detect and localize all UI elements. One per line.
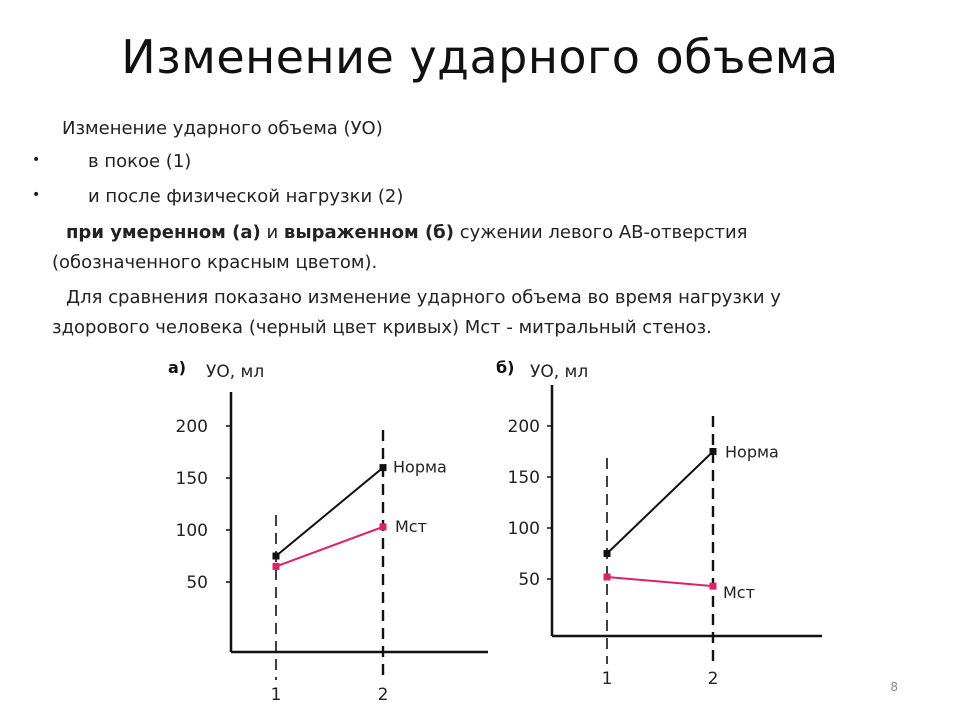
severe-label: выраженном (б) <box>283 222 454 243</box>
norm-series-label: Норма <box>393 458 447 477</box>
mst-data-point <box>603 573 611 581</box>
norm-data-point <box>709 448 717 455</box>
page-number: 8 <box>890 680 898 694</box>
description-paragraph-1-cont: (обозначенного красным цветом). <box>52 252 378 273</box>
x-tick-label: 2 <box>708 669 719 689</box>
connector-text: и <box>260 222 284 243</box>
y-tick-label: 50 <box>186 573 208 593</box>
y-tick-label: 50 <box>518 570 540 590</box>
mst-series-label: Мст <box>395 517 427 536</box>
y-tick-label: 200 <box>176 417 208 437</box>
moderate-label: при умеренном (а) <box>66 222 261 243</box>
description-paragraph-1: при умеренном (а) и выраженном (б) сужен… <box>66 222 748 244</box>
norm-series-line <box>606 450 714 555</box>
y-axis-title: УО, мл <box>206 362 264 382</box>
mst-series-line <box>606 575 714 588</box>
x-tick-label: 1 <box>602 669 613 689</box>
stenosis-text: сужении левого АВ-отверстия <box>453 222 748 243</box>
y-tick-label: 100 <box>176 521 208 541</box>
mst-series-label: Мст <box>723 583 755 602</box>
x-tick-label: 2 <box>378 685 389 705</box>
bullet-marker: • <box>32 152 41 168</box>
y-tick-label: 100 <box>508 519 540 539</box>
description-paragraph-2: Для сравнения показано изменение ударног… <box>66 287 781 308</box>
norm-data-point <box>272 552 280 560</box>
norm-data-point <box>603 550 611 557</box>
y-tick-label: 200 <box>508 417 540 437</box>
bullet-marker: • <box>32 187 41 203</box>
slide-title: Изменение ударного объема <box>121 30 839 84</box>
y-tick-label: 150 <box>176 469 208 489</box>
y-axis-title: УО, мл <box>530 362 588 382</box>
norm-series-label: Норма <box>725 443 779 462</box>
mst-series-line <box>275 525 384 568</box>
mst-data-point <box>272 562 280 570</box>
description-paragraph-2-cont: здорового человека (черный цвет кривых) … <box>52 317 712 338</box>
mst-data-point <box>379 523 387 531</box>
mst-data-point <box>709 582 717 590</box>
panel-label: а) <box>168 358 186 377</box>
intro-text: Изменение ударного объема (УО) <box>62 118 383 139</box>
bullet-rest: в покое (1) <box>88 151 192 172</box>
bullet-exercise: и после физической нагрузки (2) <box>88 186 404 207</box>
panel-label: б) <box>496 358 514 377</box>
x-tick-label: 1 <box>271 685 282 705</box>
norm-series-line <box>275 466 384 557</box>
y-tick-label: 150 <box>508 468 540 488</box>
norm-data-point <box>379 464 387 472</box>
